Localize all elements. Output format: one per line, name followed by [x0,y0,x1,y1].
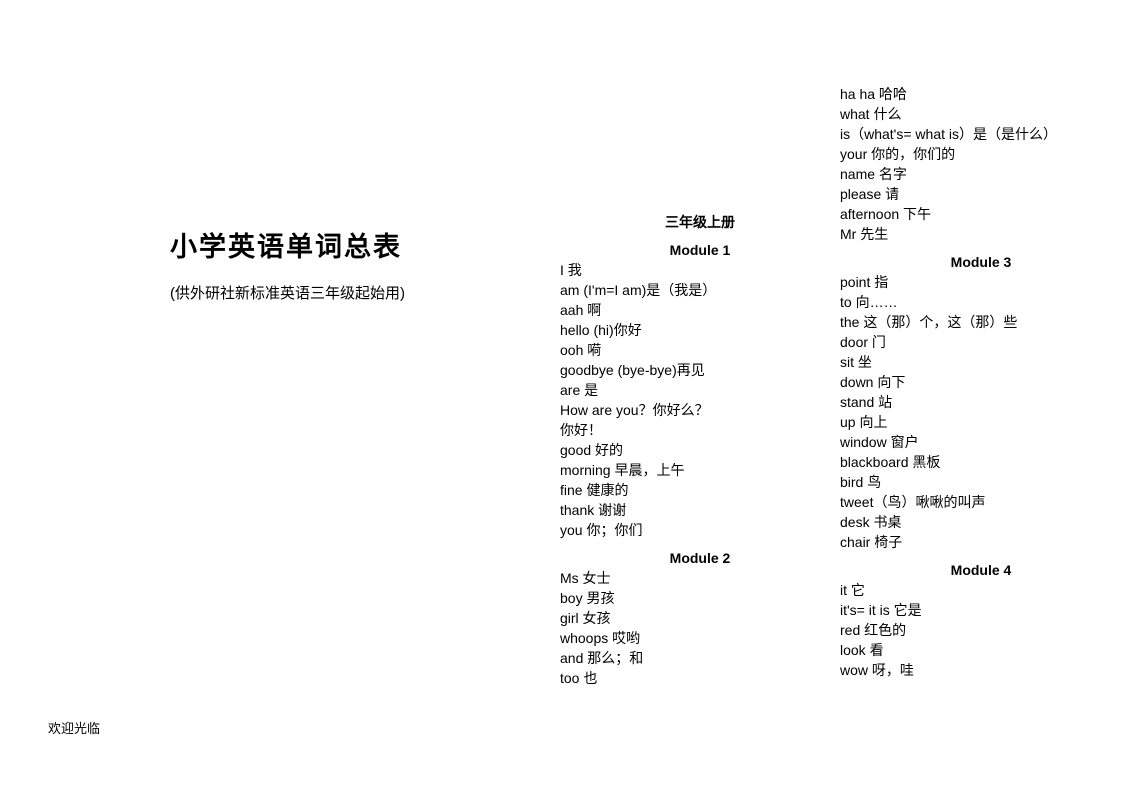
module-2-title: Module 2 [560,550,840,566]
vocab-entry: hello (hi)你好 [560,320,840,340]
vocab-entry: goodbye (bye-bye)再见 [560,360,840,380]
module-1-list: I 我am (I'm=I am)是（我是）aah 啊hello (hi)你好oo… [560,260,840,540]
vocab-entry: ooh 嗬 [560,340,840,360]
footer-text: 欢迎光临 [48,718,100,737]
module-4-list: it 它it's= it is 它是red 红色的look 看wow 呀，哇 [840,580,1122,680]
vocab-entry: to 向…… [840,292,1122,312]
vocab-entry: name 名字 [840,164,1122,184]
vocab-entry: what 什么 [840,104,1122,124]
module-3-list: point 指to 向……the 这（那）个，这（那）些door 门sit 坐d… [840,272,1122,552]
vocab-entry: thank 谢谢 [560,500,840,520]
column-left: 小学英语单词总表 (供外研社新标准英语三年级起始用) [0,0,560,793]
vocab-entry: wow 呀，哇 [840,660,1122,680]
vocab-entry: down 向下 [840,372,1122,392]
module-4-title: Module 4 [840,562,1122,578]
vocab-entry: sit 坐 [840,352,1122,372]
vocab-entry: Ms 女士 [560,568,840,588]
vocab-entry: good 好的 [560,440,840,460]
vocab-entry: chair 椅子 [840,532,1122,552]
vocab-entry: is（what's= what is）是（是什么） [840,124,1122,144]
vocab-entry: are 是 [560,380,840,400]
vocab-entry: How are you？你好么？ [560,400,840,420]
document-page: 小学英语单词总表 (供外研社新标准英语三年级起始用) 三年级上册 Module … [0,0,1122,793]
vocab-entry: you 你；你们 [560,520,840,540]
vocab-entry: 你好！ [560,420,840,440]
vocab-entry: I 我 [560,260,840,280]
vocab-entry: stand 站 [840,392,1122,412]
module-2-cont-list: ha ha 哈哈what 什么is（what's= what is）是（是什么）… [840,84,1122,244]
vocab-entry: too 也 [560,668,840,688]
vocab-entry: door 门 [840,332,1122,352]
vocab-entry: blackboard 黑板 [840,452,1122,472]
vocab-entry: window 窗户 [840,432,1122,452]
vocab-entry: bird 鸟 [840,472,1122,492]
vocab-entry: aah 啊 [560,300,840,320]
right-content: ha ha 哈哈what 什么is（what's= what is）是（是什么）… [840,84,1122,680]
vocab-entry: please 请 [840,184,1122,204]
subtitle: (供外研社新标准英语三年级起始用) [170,282,560,303]
section-header: 三年级上册 [560,212,840,232]
vocab-entry: girl 女孩 [560,608,840,628]
module-2-list: Ms 女士boy 男孩girl 女孩whoops 哎哟and 那么；和too 也 [560,568,840,688]
vocab-entry: am (I'm=I am)是（我是） [560,280,840,300]
vocab-entry: boy 男孩 [560,588,840,608]
vocab-entry: it 它 [840,580,1122,600]
column-middle: 三年级上册 Module 1 I 我am (I'm=I am)是（我是）aah … [560,0,840,793]
vocab-entry: the 这（那）个，这（那）些 [840,312,1122,332]
vocab-entry: tweet（鸟）啾啾的叫声 [840,492,1122,512]
vocab-entry: afternoon 下午 [840,204,1122,224]
vocab-entry: ha ha 哈哈 [840,84,1122,104]
vocab-entry: red 红色的 [840,620,1122,640]
vocab-entry: your 你的，你们的 [840,144,1122,164]
module-3-title: Module 3 [840,254,1122,270]
vocab-entry: look 看 [840,640,1122,660]
main-title: 小学英语单词总表 [170,225,560,264]
vocab-entry: desk 书桌 [840,512,1122,532]
vocab-entry: fine 健康的 [560,480,840,500]
vocab-entry: whoops 哎哟 [560,628,840,648]
vocab-entry: morning 早晨，上午 [560,460,840,480]
module-1-title: Module 1 [560,242,840,258]
vocab-entry: point 指 [840,272,1122,292]
mid-content: 三年级上册 Module 1 I 我am (I'm=I am)是（我是）aah … [560,212,840,688]
column-right: ha ha 哈哈what 什么is（what's= what is）是（是什么）… [840,0,1122,793]
vocab-entry: up 向上 [840,412,1122,432]
vocab-entry: Mr 先生 [840,224,1122,244]
vocab-entry: and 那么；和 [560,648,840,668]
vocab-entry: it's= it is 它是 [840,600,1122,620]
